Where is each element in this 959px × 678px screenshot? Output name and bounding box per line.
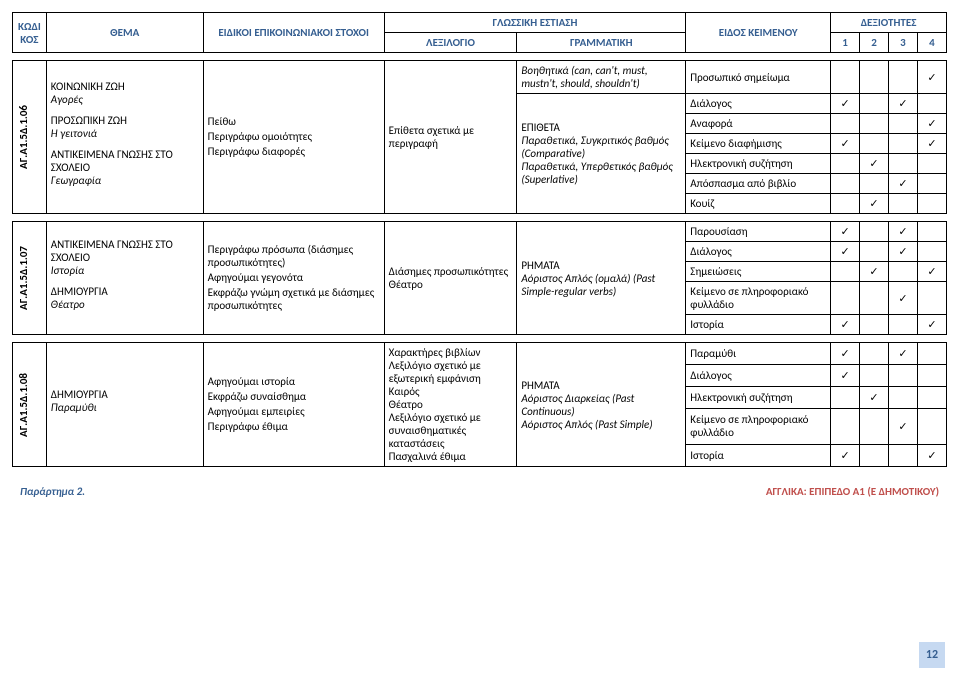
text-type: Σημειώσεις xyxy=(686,262,831,282)
grammar-cell: ΡΗΜΑΤΑ Αόριστος Διαρκείας (Past Continuo… xyxy=(517,343,686,467)
text-type: Παραμύθι xyxy=(686,343,831,365)
hdr-s1: 1 xyxy=(831,33,860,53)
grammar-cell: ΡΗΜΑΤΑ Αόριστος Απλός (ομαλά) (Past Simp… xyxy=(517,222,686,335)
page-number: 12 xyxy=(919,642,945,668)
text-type: Διάλογος xyxy=(686,242,831,262)
theme-cell: ΑΝΤΙΚΕΙΜΕΝΑ ΓΝΩΣΗΣ ΣΤΟ ΣΧΟΛΕΙΟΙστορία ΔΗ… xyxy=(46,222,203,335)
skill-cell xyxy=(860,61,889,94)
vocab-cell: Διάσημες προσωπικότητες Θέατρο xyxy=(384,222,517,335)
hdr-skills: ΔΕΞΙΟΤΗΤΕΣ xyxy=(831,13,947,33)
hdr-s4: 4 xyxy=(917,33,946,53)
text-type: Διάλογος xyxy=(686,94,831,114)
text-type: Ηλεκτρονική συζήτηση xyxy=(686,154,831,174)
text-type: Παρουσίαση xyxy=(686,222,831,242)
code-cell: ΑΓ.Α1.5Δ.1.07 xyxy=(13,222,47,335)
goals-cell: Αφηγούμαι ιστορίαΕκφράζω συναίσθημαΑφηγο… xyxy=(203,343,384,467)
hdr-s2: 2 xyxy=(860,33,889,53)
text-type: Κείμενο διαφήμισης xyxy=(686,134,831,154)
text-type: Προσωπικό σημείωμα xyxy=(686,61,831,94)
text-type: Διάλογος xyxy=(686,364,831,386)
grammar-cell-top: Βοηθητικά (can, can't, must, mustn't, sh… xyxy=(517,61,686,94)
vocab-cell: Επίθετα σχετικά με περιγραφή xyxy=(384,61,517,214)
section-06: ΑΓ.Α1.5Δ.1.06 ΚΟΙΝΩΝΙΚΗ ΖΩΗΑγορές ΠΡΟΣΩΠ… xyxy=(13,61,947,214)
code-cell: ΑΓ.Α1.5Δ.1.06 xyxy=(13,61,47,214)
hdr-code: ΚΩΔΙ ΚΟΣ xyxy=(13,13,47,53)
grammar-cell: ΕΠΙΘΕΤΑ Παραθετικά, Συγκριτικός βαθμός (… xyxy=(517,94,686,214)
text-type: Κουίζ xyxy=(686,194,831,214)
hdr-s3: 3 xyxy=(888,33,917,53)
text-type: Κείμενο σε πληροφοριακό φυλλάδιο xyxy=(686,408,831,444)
footer: Παράρτημα 2. ΑΓΓΛΙΚΑ: ΕΠΙΠΕΔΟ Α1 (Ε ΔΗΜΟ… xyxy=(12,485,947,498)
skill-cell: ✓ xyxy=(917,61,946,94)
hdr-goals: ΕΙΔΙΚΟΙ ΕΠΙΚΟΙΝΩΝΙΑΚΟΙ ΣΤΟΧΟΙ xyxy=(203,13,384,53)
text-type: Ηλεκτρονική συζήτηση xyxy=(686,386,831,408)
text-type: Ιστορία xyxy=(686,445,831,467)
text-type: Αναφορά xyxy=(686,114,831,134)
hdr-grammar: ΓΡΑΜΜΑΤΙΚΗ xyxy=(517,33,686,53)
hdr-theme: ΘΕΜΑ xyxy=(46,13,203,53)
code-cell: ΑΓ.Α1.5Δ.1.08 xyxy=(13,343,47,467)
vocab-cell: Χαρακτήρες βιβλίων Λεξιλόγιο σχετικό με … xyxy=(384,343,517,467)
hdr-vocab: ΛΕΞΙΛΟΓΙΟ xyxy=(384,33,517,53)
text-type: Κείμενο σε πληροφοριακό φυλλάδιο xyxy=(686,282,831,315)
theme-cell: ΔΗΜΙΟΥΡΓΙΑΠαραμύθι xyxy=(46,343,203,467)
footer-level: ΑΓΓΛΙΚΑ: ΕΠΙΠΕΔΟ Α1 (Ε ΔΗΜΟΤΙΚΟΥ) xyxy=(766,485,939,498)
hdr-text-type: ΕΙΔΟΣ ΚΕΙΜΕΝΟΥ xyxy=(686,13,831,53)
text-type: Ιστορία xyxy=(686,315,831,335)
skill-cell xyxy=(888,61,917,94)
hdr-lang-focus: ΓΛΩΣΣΙΚΗ ΕΣΤΙΑΣΗ xyxy=(384,13,686,33)
theme-cell: ΚΟΙΝΩΝΙΚΗ ΖΩΗΑγορές ΠΡΟΣΩΠΙΚΗ ΖΩΗΗ γειτο… xyxy=(46,61,203,214)
curriculum-table: ΚΩΔΙ ΚΟΣ ΘΕΜΑ ΕΙΔΙΚΟΙ ΕΠΙΚΟΙΝΩΝΙΑΚΟΙ ΣΤΟ… xyxy=(12,12,947,467)
section-08: ΑΓ.Α1.5Δ.1.08 ΔΗΜΙΟΥΡΓΙΑΠαραμύθι Αφηγούμ… xyxy=(13,343,947,467)
goals-cell: Πείθω Περιγράφω ομοιότητες Περιγράφω δια… xyxy=(203,61,384,214)
goals-cell: Περιγράφω πρόσωπα (διάσημες προσωπικότητ… xyxy=(203,222,384,335)
skill-cell xyxy=(831,61,860,94)
footer-appendix: Παράρτημα 2. xyxy=(20,485,85,498)
text-type: Απόσπασμα από βιβλίο xyxy=(686,174,831,194)
section-07: ΑΓ.Α1.5Δ.1.07 ΑΝΤΙΚΕΙΜΕΝΑ ΓΝΩΣΗΣ ΣΤΟ ΣΧΟ… xyxy=(13,222,947,335)
